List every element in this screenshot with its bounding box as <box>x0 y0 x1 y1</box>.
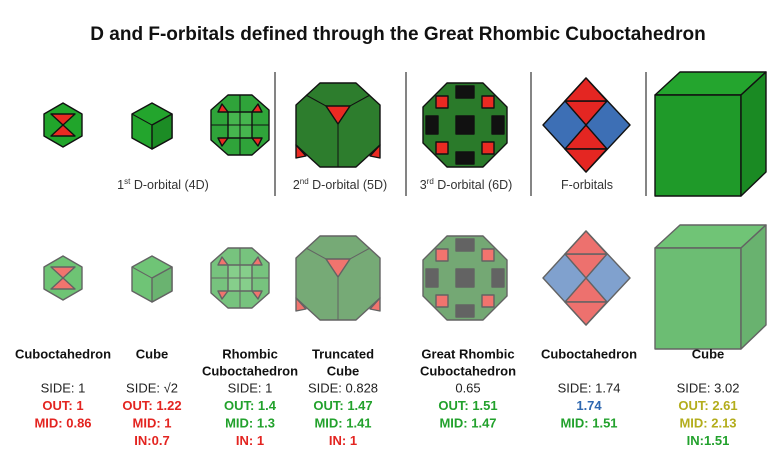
measure-line: OUT: 1.22 <box>122 398 181 413</box>
measure-line: MID: 1.51 <box>560 415 617 430</box>
measure-line: SIDE: 3.02 <box>677 380 740 395</box>
measure-line: IN:1.51 <box>687 433 730 448</box>
cuboctahedron-overlay <box>43 255 83 301</box>
truncated-cube-overlay <box>295 235 381 321</box>
measure-line: SIDE: 1.74 <box>558 380 621 395</box>
caption: 2nd D-orbital (5D) <box>293 177 387 193</box>
shape-name: Cube <box>327 363 360 378</box>
shape-name: Truncated <box>312 346 374 361</box>
caption-text: F-orbitals <box>561 178 613 192</box>
caption: 3rd D-orbital (6D) <box>420 177 513 193</box>
measure-line: SIDE: 1 <box>228 380 273 395</box>
shape-name: Rhombic <box>222 346 278 361</box>
measure-line: 0.65 <box>455 380 480 395</box>
great-rhombic-cuboctahedron-shape <box>422 82 508 168</box>
measure-line: SIDE: 1 <box>41 380 86 395</box>
measure-line: MID: 0.86 <box>34 415 91 430</box>
big-cube-overlay <box>654 224 767 350</box>
caption-superscript: rd <box>427 177 434 186</box>
measure-line: IN: 1 <box>329 433 357 448</box>
f-cuboctahedron-overlay <box>542 230 631 326</box>
caption-text: D-orbital (4D) <box>130 178 209 192</box>
caption-text: D-orbital (5D) <box>309 178 388 192</box>
measure-line: OUT: 1.47 <box>313 398 372 413</box>
measure-line: OUT: 2.61 <box>678 398 737 413</box>
caption-superscript: nd <box>300 177 309 186</box>
measure-line: SIDE: 0.828 <box>308 380 378 395</box>
f-cuboctahedron-shape <box>542 77 631 173</box>
big-cube-shape <box>654 71 767 197</box>
caption-number: 3 <box>420 178 427 192</box>
cuboctahedron-shape <box>43 102 83 148</box>
measure-line: MID: 1.47 <box>439 415 496 430</box>
measure-line: MID: 1 <box>133 415 172 430</box>
caption-number: 1 <box>117 178 124 192</box>
measure-line: 1.74 <box>576 398 602 413</box>
rhombic-cuboctahedron-shape <box>210 94 270 156</box>
cube-overlay <box>131 255 173 303</box>
measure-line: IN:0.7 <box>134 433 169 448</box>
shape-name: Cuboctahedron <box>202 363 298 378</box>
caption: 1st D-orbital (4D) <box>117 177 209 193</box>
caption-superscript: st <box>124 177 131 186</box>
caption-text: D-orbital (6D) <box>434 178 513 192</box>
caption: F-orbitals <box>561 178 613 192</box>
top-shapes <box>43 71 767 197</box>
shape-name: Cube <box>136 346 169 361</box>
title: D and F-orbitals defined through the Gre… <box>90 24 705 45</box>
measure-line: MID: 1.3 <box>225 415 275 430</box>
caption-number: 2 <box>293 178 300 192</box>
rhombic-cuboctahedron-overlay <box>210 247 270 309</box>
shape-name: Cuboctahedron <box>541 346 637 361</box>
measure-line: OUT: 1.4 <box>224 398 277 413</box>
shape-name: Great Rhombic <box>421 346 514 361</box>
shape-name: Cuboctahedron <box>420 363 516 378</box>
cube-shape <box>131 102 173 150</box>
measure-line: OUT: 1 <box>42 398 83 413</box>
shape-name: Cuboctahedron <box>15 346 111 361</box>
truncated-cube-shape <box>295 82 381 168</box>
measure-line: MID: 2.13 <box>679 415 736 430</box>
measure-line: MID: 1.41 <box>314 415 371 430</box>
great-rhombic-cuboctahedron-overlay <box>422 235 508 321</box>
shape-name: Cube <box>692 346 725 361</box>
measure-line: OUT: 1.51 <box>438 398 497 413</box>
bottom-shapes <box>43 224 767 350</box>
measure-line: IN: 1 <box>236 433 264 448</box>
measure-line: SIDE: √2 <box>126 380 178 395</box>
